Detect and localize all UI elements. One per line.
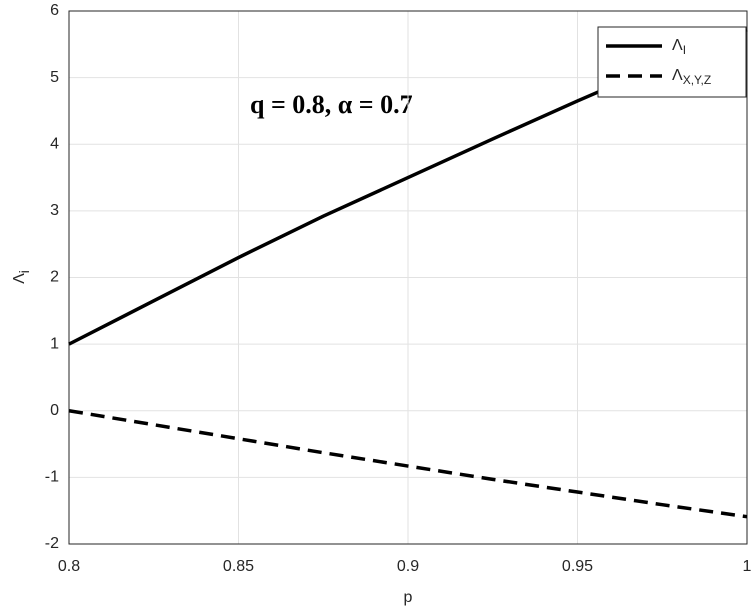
y-tick-label: 6	[50, 2, 59, 19]
x-tick-label: 0.9	[397, 558, 419, 575]
y-tick-label: 2	[50, 269, 59, 286]
y-axis-label: Λi	[11, 270, 31, 284]
legend-label: ΛI	[672, 37, 686, 57]
y-tick-label: -2	[45, 535, 59, 552]
y-tick-label: 0	[50, 402, 59, 419]
legend-label: ΛX,Y,Z	[672, 67, 711, 87]
y-tick-label: 1	[50, 335, 59, 352]
y-tick-label: 5	[50, 69, 59, 86]
y-tick-label: 4	[50, 135, 59, 152]
annotation: q = 0.8, α = 0.7	[250, 90, 413, 119]
x-tick-label: 1	[743, 558, 751, 575]
legend-box	[597, 26, 747, 98]
x-tick-label: 0.95	[562, 558, 593, 575]
data-line	[68, 409, 748, 519]
x-tick-label: 0.85	[223, 558, 254, 575]
plot-frame	[68, 10, 748, 545]
x-axis-label: p	[404, 589, 413, 606]
y-tick-label: -1	[45, 469, 59, 486]
y-tick-label: 3	[50, 202, 59, 219]
x-tick-label: 0.8	[58, 558, 80, 575]
